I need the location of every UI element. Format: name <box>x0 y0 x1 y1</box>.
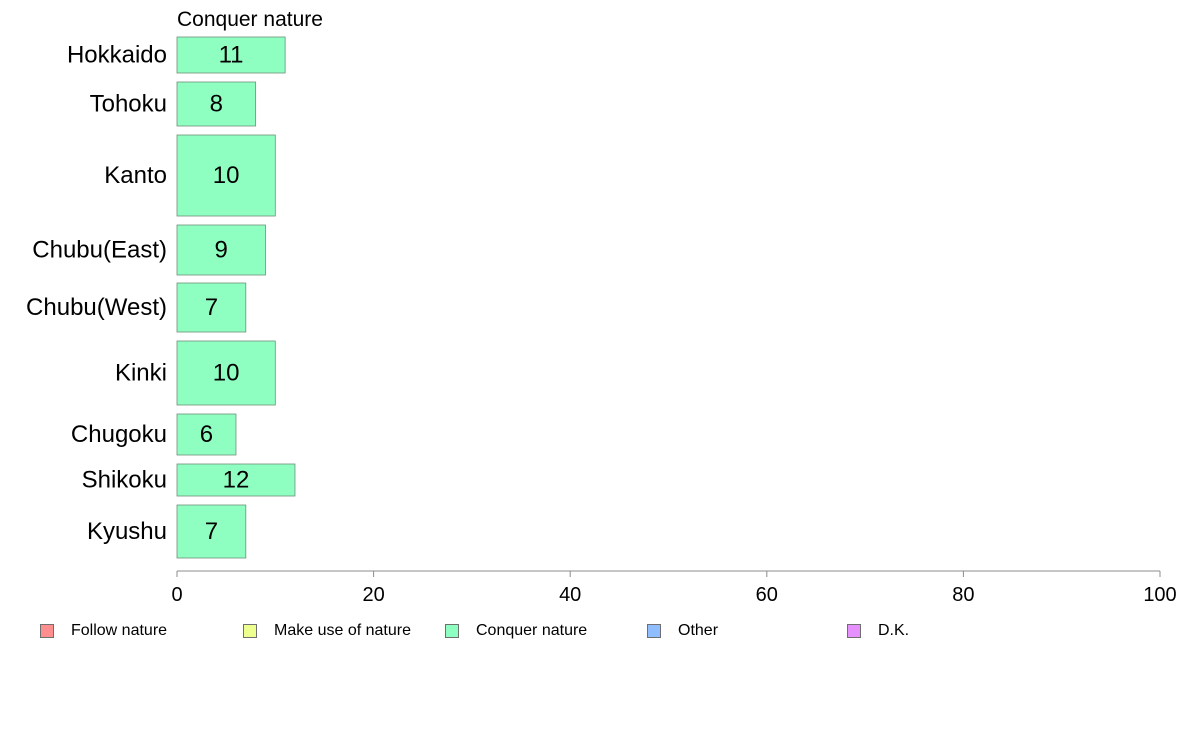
bars-group: Hokkaido 11 Tohoku 8 Kanto 10 Chubu(East) 9 Chub… <box>26 36 296 559</box>
data-label: 10 <box>213 360 240 387</box>
category-label: Shikoku <box>82 467 167 494</box>
data-label: 11 <box>219 42 244 69</box>
legend-swatch <box>445 624 459 638</box>
data-label: 12 <box>223 467 250 494</box>
category-label: Kinki <box>115 360 167 387</box>
category-label: Kyushu <box>87 518 167 545</box>
bar-chubu-east <box>176 224 266 276</box>
category-label: Hokkaido <box>67 42 167 69</box>
legend-swatch <box>647 624 661 638</box>
legend-label: D.K. <box>878 622 910 639</box>
x-axis: 0 20 40 60 80 100 <box>171 570 1177 606</box>
bar-chubu-west <box>176 282 247 333</box>
x-tick-label: 20 <box>362 584 384 606</box>
x-tick-label: 40 <box>559 584 581 606</box>
legend-item: Follow nature <box>40 622 167 640</box>
x-tick-label: 0 <box>171 584 182 606</box>
data-label: 6 <box>200 421 213 448</box>
legend-label: Conquer nature <box>476 622 588 639</box>
bar-kinki <box>176 340 276 406</box>
legend-label: Other <box>678 622 719 639</box>
bar-tohoku <box>176 81 257 127</box>
legend-label: Follow nature <box>71 622 168 639</box>
legend-swatch <box>243 624 257 638</box>
legend-item: Conquer nature <box>445 622 587 640</box>
category-label: Chubu(East) <box>32 237 167 264</box>
legend-label: Make use of nature <box>274 622 411 639</box>
x-tick-label: 60 <box>756 584 778 606</box>
chart-title: Conquer nature <box>177 8 323 31</box>
legend-swatch <box>847 624 861 638</box>
data-label: 9 <box>215 237 228 264</box>
x-tick-label: 80 <box>952 584 974 606</box>
bar-kanto <box>176 134 276 217</box>
data-label: 8 <box>210 91 223 118</box>
bar-shikoku <box>176 463 296 497</box>
legend: Follow nature Make use of nature Conquer n… <box>0 622 1188 648</box>
category-label: Tohoku <box>90 91 167 118</box>
legend-item: Make use of nature <box>243 622 411 640</box>
category-label: Chubu(West) <box>26 294 167 321</box>
data-label: 7 <box>205 518 218 545</box>
legend-swatch <box>40 624 54 638</box>
legend-item: D.K. <box>847 622 909 640</box>
bar-hokkaido <box>176 36 286 74</box>
category-label: Kanto <box>104 162 167 189</box>
bar-chugoku <box>176 413 237 456</box>
x-tick-label: 100 <box>1143 584 1176 606</box>
data-label: 7 <box>205 294 218 321</box>
category-label: Chugoku <box>71 421 167 448</box>
bar-kyushu <box>176 504 247 559</box>
data-label: 10 <box>213 162 240 189</box>
legend-item: Other <box>647 622 718 640</box>
